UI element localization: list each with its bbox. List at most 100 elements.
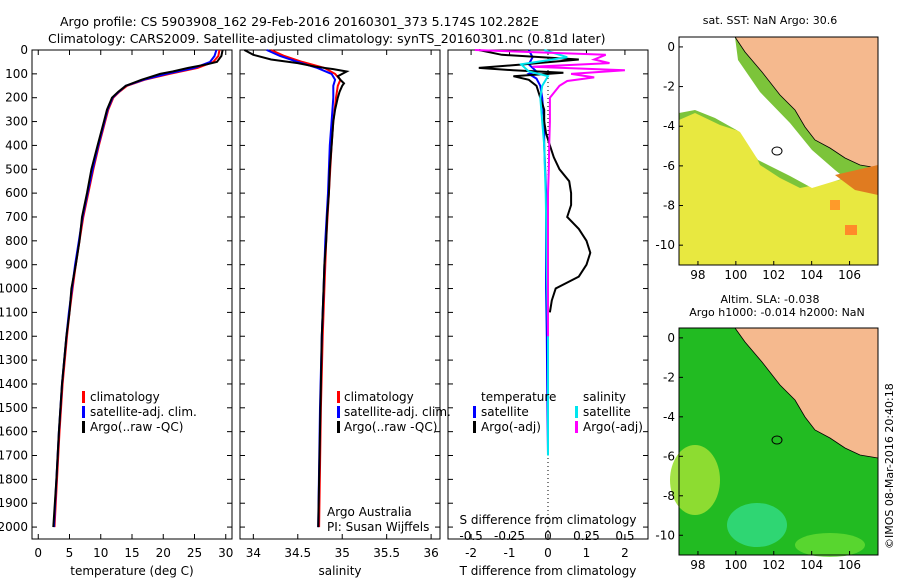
- depth-tick-label: 600: [5, 186, 28, 200]
- x-tick-label: -2: [465, 546, 477, 560]
- x-tick-label-top: 0: [544, 529, 552, 543]
- legend-label-satellite: satellite-adj. clim.: [90, 405, 197, 419]
- legend-swatch-argo: [337, 421, 340, 433]
- s-difference-axis-label: S difference from climatology: [460, 513, 637, 527]
- depth-tick-label: 1900: [0, 496, 28, 510]
- map-x-tick-label: 102: [762, 268, 785, 282]
- sla-argo-marker: [771, 435, 783, 445]
- sla-anomaly-high: [670, 445, 720, 515]
- legend-label-climatology: climatology: [344, 390, 414, 404]
- x-tick-label: 25: [187, 546, 202, 560]
- legend-swatch-climatology: [337, 391, 340, 403]
- x-tick-label: 20: [156, 546, 171, 560]
- depth-tick-label: 900: [5, 258, 28, 272]
- sst-ocean-warm: [679, 113, 878, 265]
- legend-swatch-satellite: [337, 406, 340, 418]
- map-frame: [678, 36, 879, 266]
- legend-swatch-t-satellite: [473, 406, 476, 418]
- depth-tick-label: 1800: [0, 472, 28, 486]
- x-tick-label: 34.5: [284, 546, 311, 560]
- sst-axes: 98 100 102 104 106 0 -2 -4 -6 -8 -10: [655, 36, 879, 282]
- map-y-tick-label: -10: [655, 238, 675, 252]
- map-y-tick-label: -2: [663, 80, 675, 94]
- map-x-tick-label: 98: [690, 558, 705, 572]
- x-tick-label: -1: [504, 546, 516, 560]
- legend-swatch-climatology: [82, 391, 85, 403]
- legend-swatch-t-argo: [473, 421, 476, 433]
- depth-tick-label: 1300: [0, 353, 28, 367]
- legend-swatch-argo: [82, 421, 85, 433]
- map-y-tick-label: 0: [667, 331, 675, 345]
- x-tick-label-top: -0.25: [494, 529, 525, 543]
- depth-tick-label: 200: [5, 91, 28, 105]
- profile-curves: [52, 49, 625, 528]
- map-y-tick-label: -10: [655, 528, 675, 542]
- legend-label-s-argo: Argo(-adj): [583, 420, 643, 434]
- series-argo-raw-qc-: [243, 49, 350, 528]
- legend-title-temperature: temperature: [481, 390, 556, 404]
- map-y-tick-label: -6: [663, 449, 675, 463]
- x-tick-label-top: 0.25: [573, 529, 600, 543]
- x-tick-label: 30: [218, 546, 233, 560]
- title-line-1: Argo profile: CS 5903908_162 29-Feb-2016…: [60, 14, 539, 29]
- x-tick-label: 0: [544, 546, 552, 560]
- depth-tick-label: 1600: [0, 425, 28, 439]
- sst-map: 98 100 102 104 106 0 -2 -4 -6 -8 -10: [655, 36, 879, 282]
- legend-label-climatology: climatology: [90, 390, 160, 404]
- sla-anomaly: [795, 533, 865, 557]
- map-y-tick-label: 0: [667, 40, 675, 54]
- sst-missing-data: [679, 37, 845, 188]
- salinity-legend: climatology satellite-adj. clim. Argo(..…: [327, 390, 451, 534]
- legend-swatch-satellite: [82, 406, 85, 418]
- t-difference-axis-label: T difference from climatology: [459, 564, 637, 578]
- series-salinity-argo-adj-: [474, 49, 625, 337]
- temperature-panel-frame: [31, 49, 233, 540]
- depth-tick-label: 1500: [0, 401, 28, 415]
- legend-label-s-satellite: satellite: [583, 405, 631, 419]
- map-y-tick-label: -6: [663, 159, 675, 173]
- depth-tick-label: 1100: [0, 305, 28, 319]
- depth-tick-label: 1000: [0, 282, 28, 296]
- legend-swatch-s-argo: [575, 421, 578, 433]
- legend-swatch-s-satellite: [575, 406, 578, 418]
- map-y-tick-label: -2: [663, 370, 675, 384]
- salinity-panel-frame: [239, 49, 441, 540]
- difference-legend: temperature satellite Argo(-adj) salinit…: [473, 390, 643, 434]
- legend-label-t-argo: Argo(-adj): [481, 420, 541, 434]
- x-tick-label: 15: [124, 546, 139, 560]
- depth-tick-label: 0: [20, 43, 28, 57]
- sla-map-title-1: Altim. SLA: -0.038: [720, 293, 819, 306]
- x-tick-label: 0: [34, 546, 42, 560]
- map-x-tick-label: 100: [724, 558, 747, 572]
- map-x-tick-label: 102: [762, 558, 785, 572]
- map-frame: [678, 327, 879, 556]
- sla-anomaly-teal: [727, 503, 787, 547]
- x-tick-label: 1: [583, 546, 591, 560]
- depth-tick-label: 500: [5, 162, 28, 176]
- x-tick-label: 34: [246, 546, 261, 560]
- sst-map-title: sat. SST: NaN Argo: 30.6: [703, 14, 837, 27]
- map-x-tick-label: 98: [690, 268, 705, 282]
- x-tick-label-top: -0.5: [459, 529, 482, 543]
- legend-title-salinity: salinity: [583, 390, 626, 404]
- depth-tick-label: 1200: [0, 329, 28, 343]
- depth-tick-label: 700: [5, 210, 28, 224]
- legend-label-argo: Argo(..raw -QC): [90, 420, 183, 434]
- salinity-axis-label: salinity: [318, 564, 361, 578]
- map-x-tick-label: 100: [724, 268, 747, 282]
- sla-map-title-2: Argo h1000: -0.014 h2000: NaN: [689, 306, 865, 319]
- temperature-axis-label: temperature (deg C): [70, 564, 193, 578]
- x-tick-label: 35: [335, 546, 350, 560]
- map-x-tick-label: 104: [800, 558, 823, 572]
- institution-credit: Argo Australia: [327, 505, 412, 519]
- sst-cell-hot: [830, 200, 840, 210]
- map-y-tick-label: -4: [663, 410, 675, 424]
- sla-axes: 98 100 102 104 106 0 -2 -4 -6 -8 -10: [655, 327, 879, 572]
- map-x-tick-label: 106: [838, 558, 861, 572]
- map-x-tick-label: 106: [838, 268, 861, 282]
- series-argo-raw-qc-: [52, 49, 224, 528]
- sst-ocean-hot: [835, 165, 878, 195]
- legend-label-argo: Argo(..raw -QC): [344, 420, 437, 434]
- map-x-tick-label: 104: [800, 268, 823, 282]
